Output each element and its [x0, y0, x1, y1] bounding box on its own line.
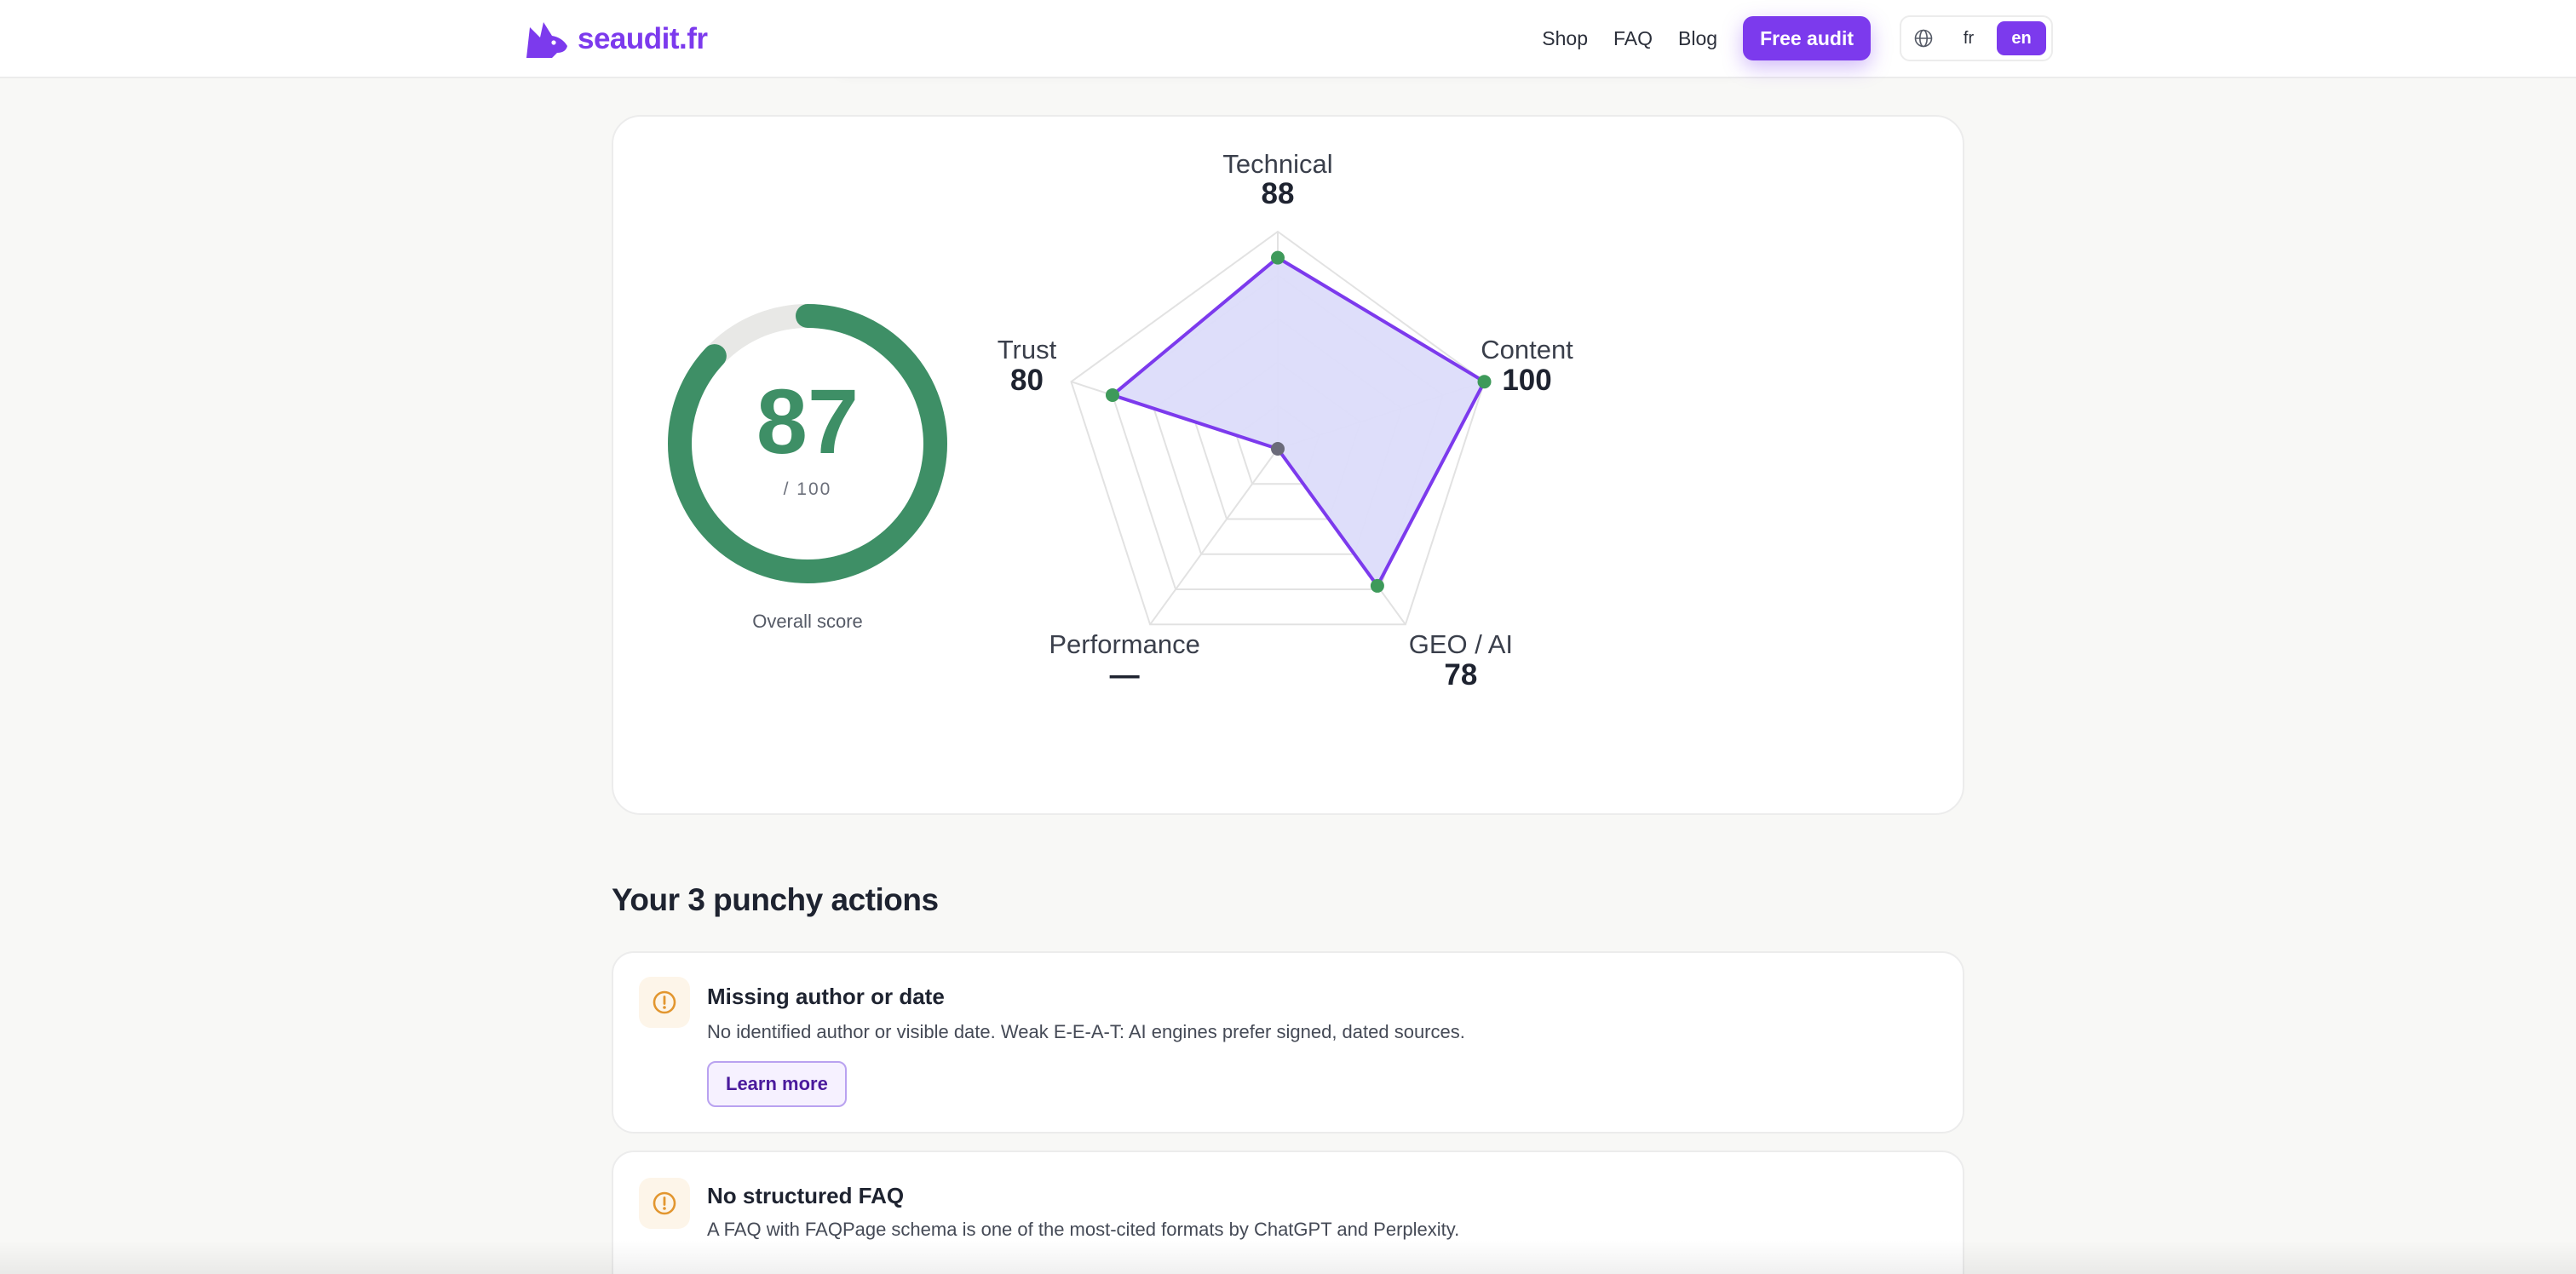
radar-axis-name: Performance	[1049, 629, 1200, 660]
radar-axis-value: 100	[1502, 363, 1552, 397]
nav-link-shop[interactable]: Shop	[1542, 26, 1589, 49]
nav-link-blog[interactable]: Blog	[1678, 26, 1718, 49]
radar-grid-ring	[1070, 230, 1486, 626]
top-navigation-bar	[0, 0, 2576, 78]
brand[interactable]: seaudit.fr	[523, 17, 708, 61]
overall-score-caption: Overall score	[752, 611, 863, 632]
radar-label-technical: Technical 88	[1184, 150, 1371, 210]
radar-grid-spoke	[1149, 448, 1279, 625]
overall-score-max: / 100	[783, 479, 832, 499]
radar-chart: Technical 88 Content 100 GEO / AI 78 Per…	[998, 150, 1621, 798]
radar-axis-name: Technical	[1222, 149, 1333, 179]
radar-axis-name: Content	[1481, 335, 1573, 365]
free-audit-button[interactable]: Free audit	[1743, 16, 1871, 60]
action-title: Missing author or date	[707, 984, 945, 1009]
radar-point-geo-ai	[1370, 578, 1384, 593]
brand-name: seaudit.fr	[578, 22, 708, 55]
gauge-progress-arc	[668, 304, 947, 583]
action-card: No structured FAQ A FAQ with FAQPage sch…	[612, 1151, 1964, 1274]
overall-score-value: 87	[756, 370, 860, 473]
radar-data-area	[1110, 255, 1486, 588]
actions-section-title: Your 3 punchy actions	[612, 882, 939, 917]
nav-link-faq[interactable]: FAQ	[1613, 26, 1653, 49]
radar-axis-name: GEO / AI	[1408, 629, 1514, 660]
action-title: No structured FAQ	[707, 1183, 905, 1208]
action-description: No identified author or visible date. We…	[707, 1021, 1465, 1042]
radar-label-performance: Performance —	[1031, 630, 1218, 691]
radar-label-trust: Trust 80	[933, 336, 1120, 396]
language-en-button[interactable]: en	[1997, 21, 2046, 55]
overall-score-gauge: 87 / 100	[666, 302, 949, 585]
radar-label-content: Content 100	[1434, 336, 1621, 396]
bottom-fade	[0, 1240, 2576, 1274]
radar-point-performance	[1271, 442, 1285, 456]
radar-point-trust	[1105, 387, 1119, 402]
action-description: A FAQ with FAQPage schema is one of the …	[707, 1219, 1460, 1240]
radar-axis-value: 88	[1261, 177, 1295, 211]
radar-axis-value: —	[1109, 657, 1140, 692]
wolf-logo-icon	[526, 22, 567, 58]
radar-axis-value: 78	[1444, 657, 1478, 692]
action-card: Missing author or date No identified aut…	[612, 951, 1964, 1133]
radar-point-technical	[1271, 250, 1285, 265]
globe-icon	[1906, 21, 1941, 55]
warning-icon	[639, 977, 690, 1028]
warning-icon	[639, 1178, 690, 1229]
radar-point-content	[1477, 375, 1492, 389]
radar-label-geo-ai: GEO / AI 78	[1367, 630, 1555, 691]
radar-axis-name: Trust	[997, 335, 1057, 365]
score-card: 87 / 100 Overall score Technical 88 Cont…	[612, 115, 1964, 815]
language-fr-button[interactable]: fr	[1963, 28, 1975, 48]
radar-axis-value: 80	[1010, 363, 1044, 397]
language-switcher: fr en	[1900, 15, 2053, 61]
learn-more-button[interactable]: Learn more	[707, 1061, 847, 1107]
main-nav: Shop FAQ Blog Free audit fr en	[1542, 15, 2053, 61]
